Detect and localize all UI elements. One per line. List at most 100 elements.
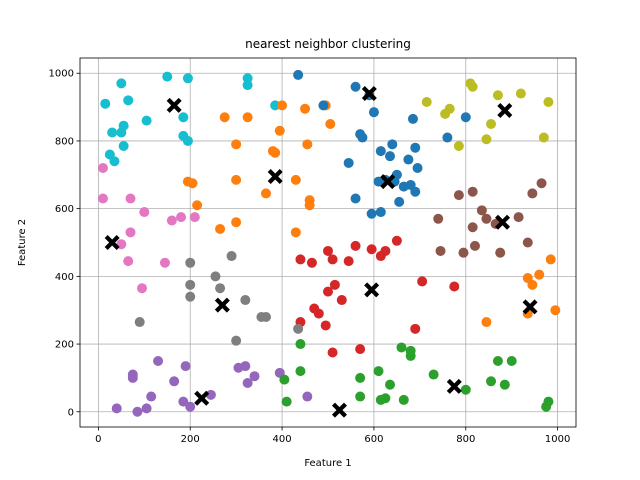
data-point-cluster-3 [270,147,281,158]
data-point-cluster-9 [538,132,549,143]
data-point-cluster-6 [527,188,538,199]
data-point-cluster-2 [295,366,306,377]
data-point-cluster-8 [240,295,251,306]
data-point-cluster-2 [428,369,439,380]
data-point-cluster-5 [355,344,366,355]
centroid-marker [166,97,182,113]
y-tick-label: 200 [55,340,74,351]
data-point-cluster-5 [327,347,338,358]
data-point-cluster-1 [127,372,138,383]
data-point-cluster-1 [153,355,164,366]
data-point-cluster-3 [550,305,561,316]
data-point-cluster-3 [231,217,242,228]
data-point-cluster-4 [350,193,361,204]
y-tick-label: 400 [55,272,74,283]
data-point-cluster-4 [350,81,361,92]
data-point-cluster-0 [162,71,173,82]
data-point-cluster-5 [323,245,333,256]
data-point-cluster-6 [469,240,480,251]
data-point-cluster-8 [231,335,242,346]
data-point-cluster-4 [368,107,379,118]
data-point-cluster-6 [476,205,487,216]
data-point-cluster-3 [261,188,271,199]
y-tick-label: 1000 [49,69,74,80]
data-point-cluster-2 [355,372,366,383]
centroid-marker [361,86,377,102]
data-point-cluster-2 [499,379,510,390]
data-point-cluster-5 [350,240,361,251]
data-point-cluster-5 [417,276,428,287]
data-point-cluster-5 [295,254,306,265]
data-point-cluster-7 [125,193,136,204]
data-point-cluster-2 [295,339,306,350]
data-point-cluster-6 [513,212,524,223]
y-tick-label: 0 [68,407,74,418]
data-point-cluster-0 [270,100,281,111]
data-point-cluster-8 [210,271,221,282]
data-point-cluster-7 [189,212,200,223]
data-point-cluster-6 [522,237,533,248]
data-point-cluster-8 [215,283,226,294]
data-point-cluster-2 [492,355,503,366]
chart-title: nearest neighbor clustering [245,37,411,51]
data-point-cluster-0 [116,78,127,89]
data-point-cluster-4 [442,132,453,143]
x-tick-label: 600 [364,434,383,445]
centroid-layer [104,86,538,418]
data-point-cluster-3 [302,139,313,150]
plot-frame [79,57,577,428]
data-point-cluster-7 [159,257,170,268]
data-point-cluster-3 [231,174,242,185]
data-point-cluster-3 [219,112,230,123]
data-point-cluster-2 [380,393,391,404]
data-point-cluster-4 [375,146,386,157]
data-point-cluster-7 [97,163,108,174]
centroid-marker [267,168,283,184]
data-point-cluster-7 [123,256,134,267]
data-point-cluster-1 [240,361,251,372]
tick-layer: 0 200 400 600 800 1000 0 200 400 600 800 1000 [49,69,571,445]
data-point-cluster-4 [357,132,368,143]
data-point-cluster-8 [185,257,196,268]
data-point-cluster-1 [185,401,196,412]
x-tick-label: 0 [95,434,101,445]
data-point-cluster-6 [495,247,506,258]
data-point-cluster-3 [290,227,301,238]
x-tick-label: 1000 [545,434,570,445]
y-tick-label: 800 [55,136,74,147]
data-point-cluster-4 [375,207,386,218]
data-point-cluster-9 [467,81,478,92]
data-point-cluster-8 [185,291,196,302]
data-point-cluster-0 [242,80,253,91]
x-tick-label: 200 [181,434,200,445]
x-tick-label: 400 [273,434,292,445]
data-point-cluster-2 [279,374,290,385]
data-point-cluster-5 [366,244,377,255]
data-point-cluster-9 [481,134,492,145]
data-point-cluster-6 [481,213,492,224]
data-point-cluster-3 [187,178,198,189]
y-axis-label: Feature 2 [17,219,28,266]
data-point-cluster-3 [290,174,301,185]
data-point-cluster-2 [543,396,554,407]
data-point-cluster-3 [545,254,556,265]
centroid-marker [331,402,347,418]
data-point-cluster-3 [231,139,242,150]
data-point-cluster-5 [306,257,317,268]
data-point-cluster-2 [486,376,497,387]
data-point-cluster-3 [300,103,311,114]
data-point-cluster-7 [176,212,187,223]
centroid-marker [522,299,538,315]
centroid-marker [446,378,462,394]
data-point-cluster-6 [433,213,444,224]
data-point-cluster-4 [343,157,354,168]
data-point-cluster-6 [536,178,547,189]
data-point-cluster-0 [141,115,152,126]
data-point-cluster-1 [180,361,191,372]
data-point-cluster-6 [467,186,478,197]
data-point-cluster-4 [394,196,405,207]
data-point-cluster-4 [410,142,421,153]
x-axis-label: Feature 1 [304,458,351,469]
